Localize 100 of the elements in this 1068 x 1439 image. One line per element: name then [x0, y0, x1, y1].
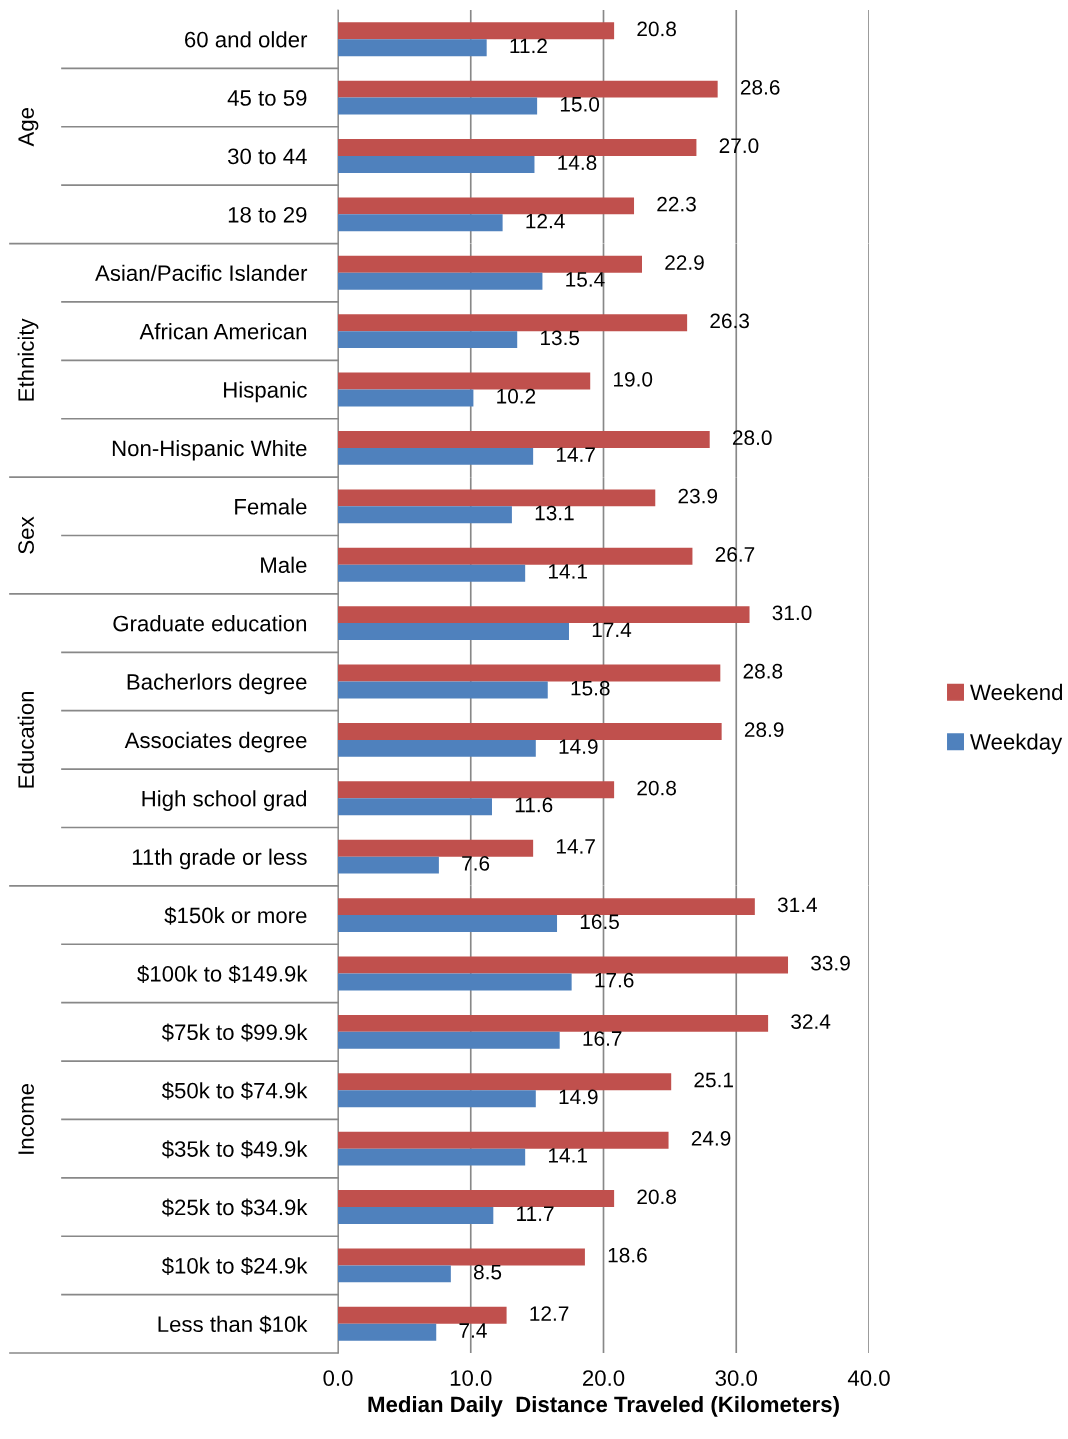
- data-label: 24.9: [691, 1131, 731, 1146]
- data-label: 11.2: [510, 38, 547, 54]
- data-label: 14.9: [559, 1089, 598, 1105]
- data-label: 14.9: [559, 739, 598, 754]
- data-label: 11.6: [515, 797, 553, 813]
- bar: [338, 547, 693, 565]
- data-label: 12.4: [526, 213, 565, 229]
- bar: [338, 80, 718, 98]
- data-label: 14.1: [548, 564, 587, 579]
- y-tick-label: Bacherlors degree: [127, 673, 307, 695]
- bar: [338, 97, 538, 115]
- y-axis-title: Ethnicity: [17, 318, 39, 401]
- data-label: 11.7: [517, 1206, 554, 1221]
- y-tick-label: Male: [261, 556, 307, 573]
- bar: [338, 314, 688, 332]
- data-label: 22.3: [657, 196, 696, 212]
- bar: [338, 155, 535, 173]
- data-label: 20.8: [637, 21, 676, 37]
- bar: [338, 781, 615, 799]
- bar: [338, 681, 548, 699]
- y-tick-label: African American: [139, 323, 307, 340]
- bar: [338, 1014, 769, 1032]
- y-tick-label: $50k to $74.9k: [161, 1081, 308, 1100]
- bar: [338, 447, 534, 465]
- data-label: 14.1: [548, 1148, 587, 1163]
- data-label: 15.8: [571, 680, 610, 696]
- bar: [338, 1131, 669, 1149]
- data-label: 28.0: [732, 430, 772, 446]
- y-axis-title: Education: [17, 691, 34, 788]
- data-label: 17.6: [595, 972, 634, 988]
- bar: [338, 214, 503, 232]
- x-tick-label: 30.0: [715, 1370, 758, 1386]
- y-tick-label: 18 to 29: [228, 206, 307, 223]
- y-tick-label: 11th grade or less: [132, 848, 307, 870]
- data-label: 20.8: [637, 1189, 676, 1205]
- y-tick-label: $150k or more: [164, 906, 307, 925]
- bar: [338, 856, 439, 874]
- bar: [338, 431, 710, 448]
- data-label: 15.0: [560, 96, 600, 112]
- y-tick-label: Hispanic: [224, 381, 307, 403]
- bar: [338, 1248, 585, 1266]
- bar: [338, 722, 722, 740]
- bar: [338, 973, 572, 991]
- bar: [338, 1073, 672, 1091]
- y-axis-title: Sex: [18, 516, 34, 554]
- bar: [338, 1306, 507, 1324]
- y-axis-title: Income: [18, 1083, 34, 1154]
- y-tick-label: $25k to $34.9k: [161, 1198, 308, 1217]
- bar: [338, 1031, 560, 1049]
- y-tick-label: High school grad: [142, 790, 307, 811]
- bar: [338, 1265, 451, 1283]
- data-label: 28.8: [743, 663, 783, 679]
- data-label: 10.2: [497, 388, 536, 404]
- data-label: 13.1: [535, 505, 574, 521]
- bar: [338, 389, 474, 407]
- bar: [338, 1148, 526, 1166]
- bar: [338, 564, 526, 582]
- bar: [338, 506, 512, 524]
- data-label: 15.4: [566, 272, 605, 287]
- data-label: 12.7: [530, 1306, 569, 1321]
- bar: [338, 739, 536, 757]
- y-tick-label: $35k to $49.9k: [161, 1140, 308, 1159]
- y-tick-label: 60 and older: [185, 31, 308, 48]
- y-axis-title: Age: [18, 108, 39, 147]
- bar: [338, 839, 534, 857]
- data-label: 22.9: [665, 255, 704, 270]
- bar: [338, 139, 697, 156]
- bar: [338, 255, 642, 273]
- bar: [338, 331, 518, 349]
- y-tick-label: Asian/Pacific Islander: [95, 264, 308, 282]
- data-label: 25.1: [694, 1072, 733, 1088]
- data-label: 28.6: [740, 79, 780, 95]
- y-tick-label: Graduate education: [113, 615, 307, 632]
- data-label: 14.8: [558, 155, 597, 171]
- y-tick-label: 45 to 59: [227, 90, 307, 106]
- bar: [338, 898, 755, 916]
- bar: [338, 956, 789, 974]
- data-label: 16.5: [580, 914, 619, 930]
- bar: [338, 22, 615, 40]
- x-tick-label: 20.0: [582, 1370, 625, 1386]
- data-label: 31.4: [777, 897, 817, 913]
- y-tick-label: $100k to $149.9k: [137, 965, 308, 984]
- data-label: 20.8: [637, 780, 676, 796]
- data-label: 19.0: [614, 371, 653, 387]
- data-label: 26.7: [715, 547, 755, 562]
- legend-label: Weekday: [970, 733, 1063, 755]
- y-tick-label: $75k to $99.9k: [161, 1023, 308, 1042]
- data-label: 27.0: [719, 138, 759, 154]
- bar: [338, 606, 750, 624]
- data-label: 14.7: [556, 447, 595, 462]
- bar: [338, 489, 656, 507]
- data-label: 16.7: [583, 1031, 622, 1046]
- y-tick-label: Less than $10k: [158, 1315, 308, 1334]
- data-label: 26.3: [710, 313, 749, 329]
- bar: [338, 623, 569, 641]
- bar: [338, 1190, 615, 1208]
- data-label: 7.6: [462, 855, 490, 871]
- data-label: 17.4: [592, 622, 632, 637]
- x-tick-label: 40.0: [847, 1370, 890, 1386]
- data-label: 13.5: [541, 330, 580, 346]
